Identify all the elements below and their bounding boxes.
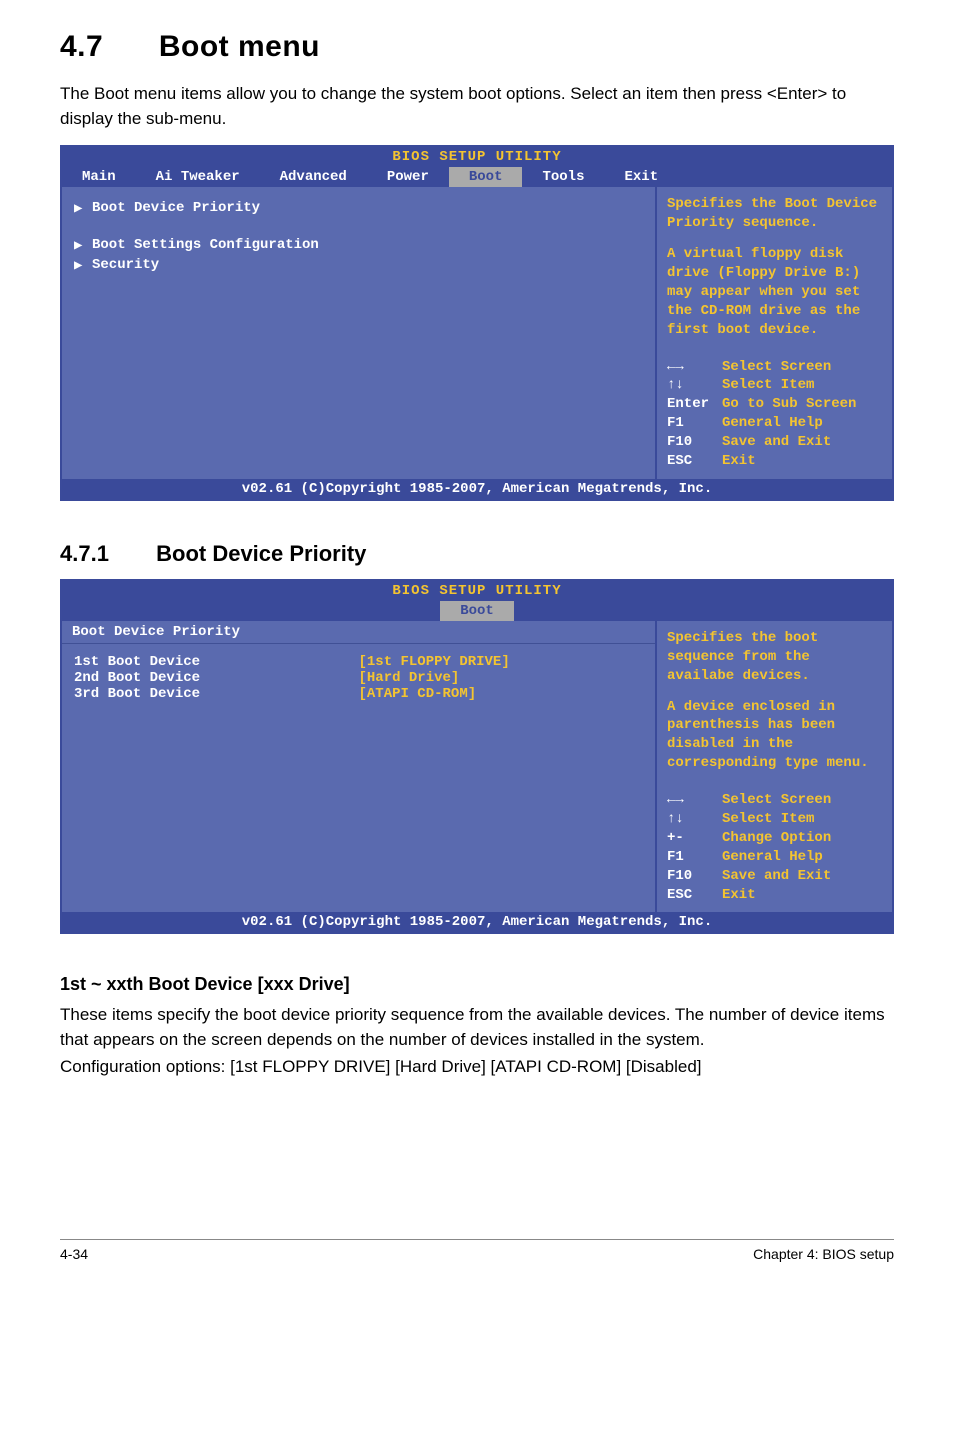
tab-boot[interactable]: Boot xyxy=(449,167,523,187)
hk-action: Save and Exit xyxy=(722,433,831,452)
hk-key: F1 xyxy=(667,414,722,433)
bios-left-pane: ▶ Boot Device Priority ▶ Boot Settings C… xyxy=(62,187,657,479)
submenu-arrow-icon: ▶ xyxy=(74,237,92,254)
item-paragraph-1: These items specify the boot device prio… xyxy=(60,1003,894,1052)
hk-action: Save and Exit xyxy=(722,867,831,886)
help-text-2: A virtual floppy disk drive (Floppy Driv… xyxy=(667,245,882,339)
section-number: 4.7 xyxy=(60,30,150,64)
menu-item-boot-device-priority[interactable]: ▶ Boot Device Priority xyxy=(74,200,643,217)
bios-help-pane: Specifies the Boot Device Priority seque… xyxy=(657,187,892,479)
tab-exit[interactable]: Exit xyxy=(604,167,678,187)
device-label: 3rd Boot Device xyxy=(74,686,359,702)
submenu-header: Boot Device Priority xyxy=(62,621,655,644)
tab-power[interactable]: Power xyxy=(367,167,449,187)
tab-boot[interactable]: Boot xyxy=(440,601,514,621)
hotkey-legend: ←→Select Screen ↑↓Select Item EnterGo to… xyxy=(667,358,882,471)
hk-key: ←→ xyxy=(667,791,722,810)
tab-ai-tweaker[interactable]: Ai Tweaker xyxy=(136,167,260,187)
menu-label: Security xyxy=(92,257,643,273)
submenu-arrow-icon: ▶ xyxy=(74,200,92,217)
tab-tools[interactable]: Tools xyxy=(522,167,604,187)
item-paragraph-2: Configuration options: [1st FLOPPY DRIVE… xyxy=(60,1055,894,1080)
hotkey-legend: ←→Select Screen ↑↓Select Item +-Change O… xyxy=(667,791,882,904)
help-text-1: Specifies the Boot Device Priority seque… xyxy=(667,195,882,233)
hk-action: Go to Sub Screen xyxy=(722,395,856,414)
hk-key: F1 xyxy=(667,848,722,867)
tab-advanced[interactable]: Advanced xyxy=(260,167,367,187)
bios-title: BIOS SETUP UTILITY xyxy=(62,581,892,601)
chapter-label: Chapter 4: BIOS setup xyxy=(753,1246,894,1262)
hk-action: General Help xyxy=(722,414,823,433)
hk-action: Exit xyxy=(722,886,756,905)
hk-key: +- xyxy=(667,829,722,848)
bios-body: ▶ Boot Device Priority ▶ Boot Settings C… xyxy=(62,187,892,479)
tab-main[interactable]: Main xyxy=(62,167,136,187)
bios-tab-bar: Boot xyxy=(62,601,892,621)
device-value: [ATAPI CD-ROM] xyxy=(359,686,644,702)
help-text-2: A device enclosed in parenthesis has bee… xyxy=(667,698,882,774)
submenu-arrow-icon: ▶ xyxy=(74,257,92,274)
hk-key: Enter xyxy=(667,395,722,414)
hk-action: General Help xyxy=(722,848,823,867)
bios-screenshot-priority: BIOS SETUP UTILITY Boot Boot Device Prio… xyxy=(60,579,894,935)
page-number: 4-34 xyxy=(60,1246,88,1262)
hk-action: Select Item xyxy=(722,376,814,395)
bios-copyright-footer: v02.61 (C)Copyright 1985-2007, American … xyxy=(62,912,892,932)
hk-action: Select Screen xyxy=(722,358,831,377)
menu-label: Boot Device Priority xyxy=(92,200,643,216)
bios-tab-bar: Main Ai Tweaker Advanced Power Boot Tool… xyxy=(62,167,892,187)
hk-action: Select Item xyxy=(722,810,814,829)
boot-device-3[interactable]: 3rd Boot Device [ATAPI CD-ROM] xyxy=(74,686,643,702)
boot-device-2[interactable]: 2nd Boot Device [Hard Drive] xyxy=(74,670,643,686)
bios-left-pane: Boot Device Priority 1st Boot Device [1s… xyxy=(62,621,657,913)
section-heading: 4.7 Boot menu xyxy=(60,30,894,64)
help-text-1: Specifies the boot sequence from the ava… xyxy=(667,629,882,686)
hk-key: F10 xyxy=(667,433,722,452)
hk-action: Select Screen xyxy=(722,791,831,810)
page-footer: 4-34 Chapter 4: BIOS setup xyxy=(60,1239,894,1262)
intro-paragraph: The Boot menu items allow you to change … xyxy=(60,82,894,131)
hk-key: ESC xyxy=(667,886,722,905)
bios-title: BIOS SETUP UTILITY xyxy=(62,147,892,167)
menu-item-boot-settings-configuration[interactable]: ▶ Boot Settings Configuration xyxy=(74,237,643,254)
hk-key: ↑↓ xyxy=(667,810,722,829)
section-title-text: Boot menu xyxy=(159,30,320,63)
hk-key: ESC xyxy=(667,452,722,471)
bios-body: Boot Device Priority 1st Boot Device [1s… xyxy=(62,621,892,913)
bios-help-pane: Specifies the boot sequence from the ava… xyxy=(657,621,892,913)
device-value: [Hard Drive] xyxy=(359,670,644,686)
subsection-number: 4.7.1 xyxy=(60,541,150,567)
menu-item-security[interactable]: ▶ Security xyxy=(74,257,643,274)
device-value: [1st FLOPPY DRIVE] xyxy=(359,654,644,670)
bios-screenshot-main: BIOS SETUP UTILITY Main Ai Tweaker Advan… xyxy=(60,145,894,501)
boot-device-1[interactable]: 1st Boot Device [1st FLOPPY DRIVE] xyxy=(74,654,643,670)
device-label: 2nd Boot Device xyxy=(74,670,359,686)
item-heading: 1st ~ xxth Boot Device [xxx Drive] xyxy=(60,974,894,995)
hk-action: Change Option xyxy=(722,829,831,848)
device-label: 1st Boot Device xyxy=(74,654,359,670)
menu-label: Boot Settings Configuration xyxy=(92,237,643,253)
hk-action: Exit xyxy=(722,452,756,471)
subsection-heading: 4.7.1 Boot Device Priority xyxy=(60,541,894,567)
hk-key: ←→ xyxy=(667,358,722,377)
hk-key: F10 xyxy=(667,867,722,886)
bios-copyright-footer: v02.61 (C)Copyright 1985-2007, American … xyxy=(62,479,892,499)
hk-key: ↑↓ xyxy=(667,376,722,395)
subsection-title-text: Boot Device Priority xyxy=(156,541,366,566)
